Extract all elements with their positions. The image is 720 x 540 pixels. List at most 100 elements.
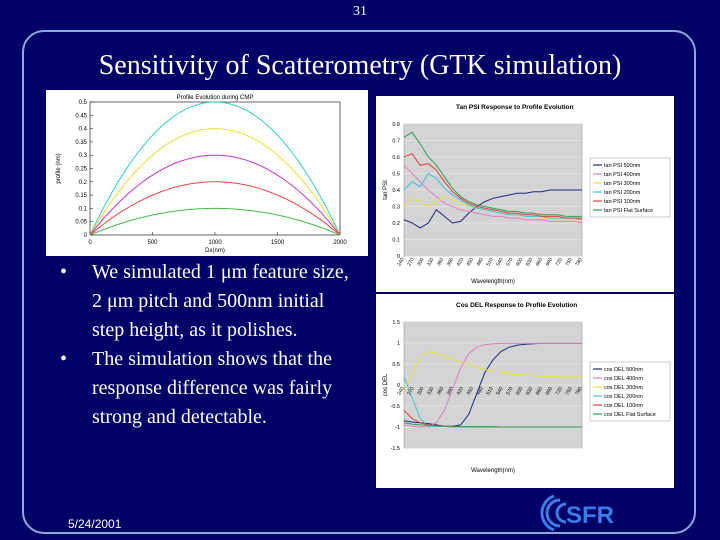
x-tick-label: 330 [426,386,435,396]
series-line [403,153,582,219]
bullet-item: • We simulated 1 μm feature size, 2 μm pi… [60,261,349,341]
legend-label: cos DEL 300nm [604,385,643,391]
x-tick-label: 690 [545,386,554,396]
y-axis-label: tan PSI [383,180,389,200]
y-tick-label: 0.25 [75,167,87,173]
legend-label: tan PSI 200nm [604,190,641,196]
y-tick-label: 0.3 [392,205,400,211]
legend-label: cos DEL 200nm [604,394,643,400]
y-tick-label: 0.45 [75,113,87,119]
legend-label: tan PSI Flat Surface [604,208,653,214]
page-number: 31 [353,4,367,19]
legend-label: tan PSI 500nm [604,163,641,169]
profile-evolution-chart: Profile Evolution during CMP 0 0.05 0.1 0.15… [46,90,368,256]
x-tick-label: 420 [456,257,465,267]
series-line [403,131,582,217]
series-line [403,189,582,229]
x-tick-label: 630 [525,386,534,396]
legend-label: tan PSI 100nm [604,199,641,205]
y-tick-label: 0.2 [392,221,400,227]
x-tick-label: 2000 [333,240,347,246]
tan-psi-chart: Tan PSI Response to Profile Evolution 0 0.… [376,96,674,292]
x-tick-label: 480 [475,386,484,396]
x-tick-label: 450 [466,386,475,396]
bullet-item: • The simulation shows that the response … [60,348,333,428]
slide-frame [22,30,696,534]
x-tick-label: 240 [396,386,405,396]
legend-label: tan PSI 300nm [604,181,641,187]
x-tick-label: 390 [446,386,455,396]
x-tick-label: 540 [495,386,504,396]
y-tick-label: 0.4 [79,127,88,133]
bullet-list: • We simulated 1 μm feature size, 2 μm pi… [58,258,358,432]
y-tick-label: -1 [395,425,400,431]
logo-text: SFR [566,502,614,529]
cos-del-chart: Cos DEL Response to Profile Evolution -1.… [376,294,674,488]
x-tick-label: 270 [406,257,415,267]
x-tick-label: 360 [436,386,445,396]
x-tick-label: 450 [466,257,475,267]
legend-label: cos DEL 500nm [604,367,643,373]
y-tick-label: 0.3 [79,153,88,159]
x-tick-label: 500 [147,240,158,246]
series-line [89,207,341,236]
x-tick-label: 540 [495,257,504,267]
x-tick-label: 360 [436,257,445,267]
chart-title: Tan PSI Response to Profile Evolution [456,104,574,111]
y-tick-label: 0 [397,254,400,260]
footer-date: 5/24/2001 [68,517,122,531]
x-tick-label: 240 [396,257,405,267]
x-tick-label: 480 [475,257,484,267]
series-line [403,164,583,224]
x-tick-label: 570 [505,386,514,396]
plot-area [89,101,341,236]
x-tick-label: 0 [88,240,92,246]
y-axis-label: cos DEL [383,373,389,396]
slide-title: Sensitivity of Scatterometry (GTK simula… [98,50,622,81]
x-tick-label: 720 [555,386,564,396]
x-tick-label: 780 [574,257,583,267]
y-tick-label: 0.6 [392,155,400,161]
series-line [89,154,341,236]
series-line [403,172,583,221]
x-tick-label: 600 [515,386,524,396]
x-tick-label: 1000 [208,240,222,246]
series-line [403,350,582,394]
legend-label: cos DEL Flat Surface [604,412,656,418]
x-tick-label: 600 [515,257,524,267]
x-tick-label: 1500 [271,240,285,246]
x-tick-label: 390 [446,257,455,267]
y-tick-label: 0.5 [392,172,400,178]
y-tick-label: 0.7 [392,139,400,145]
x-tick-label: 720 [555,257,564,267]
y-axis-label: profile (nm) [56,153,62,183]
series-line [403,342,582,428]
x-tick-label: 270 [406,386,415,396]
legend-label: cos DEL 400nm [604,376,643,382]
x-tick-label: 690 [545,257,554,267]
y-tick-label: 0.15 [75,193,87,199]
x-axis-label: Wavelength(nm) [471,279,515,285]
x-tick-label: 300 [416,386,425,396]
y-tick-label: -0.5 [391,404,400,410]
legend-box [589,157,671,218]
series-line [403,422,582,428]
y-tick-label: 0.4 [392,188,400,194]
y-tick-label: 0.8 [392,122,400,128]
x-tick-label: 780 [574,386,583,396]
y-tick-label: 1.5 [392,320,400,326]
sfr-logo: SFR [540,490,635,535]
y-tick-label: 0 [84,233,88,239]
x-tick-label: 420 [456,386,465,396]
x-tick-label: 300 [416,257,425,267]
bullet-text: The simulation shows that the response d… [92,348,333,428]
x-tick-label: 570 [505,257,514,267]
series-line [89,181,341,236]
x-tick-label: 660 [535,386,544,396]
y-tick-label: 1 [397,341,400,347]
y-tick-label: 0.35 [75,140,87,146]
x-axis-label: Wavelength(nm) [471,468,515,474]
x-axis-label: Dx(nm) [205,248,225,254]
y-tick-label: -1.5 [391,446,400,452]
x-tick-label: 750 [564,386,573,396]
